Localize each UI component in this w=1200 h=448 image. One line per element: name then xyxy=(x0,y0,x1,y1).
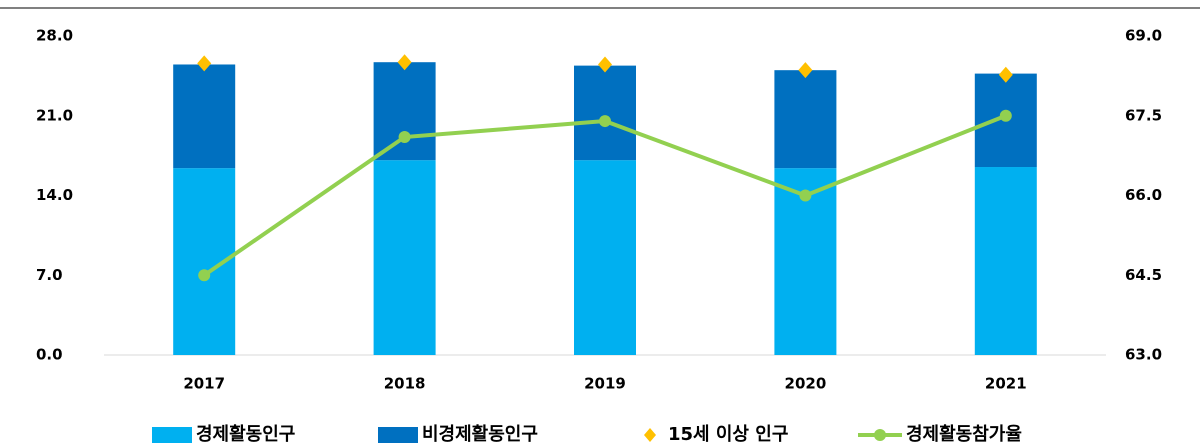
legend-swatch xyxy=(874,429,886,441)
bar xyxy=(574,160,636,355)
bar xyxy=(173,64,236,169)
y-tick-label: 14.0 xyxy=(36,186,73,204)
y2-tick-label: 66.0 xyxy=(1125,186,1162,204)
y2-tick-label: 67.5 xyxy=(1125,106,1162,124)
diamond xyxy=(598,56,612,73)
legend-label: 15세 이상 인구 xyxy=(668,424,788,445)
y2-tick-label: 69.0 xyxy=(1125,27,1162,45)
diamond xyxy=(998,66,1013,83)
bar xyxy=(574,65,636,161)
bar xyxy=(373,160,436,355)
x-tick-label: 2019 xyxy=(584,375,626,393)
y-tick-label: 0.0 xyxy=(36,346,63,364)
line-point xyxy=(799,189,812,202)
x-tick-label: 2020 xyxy=(785,375,827,393)
y2-tick-label: 64.5 xyxy=(1125,266,1162,284)
bar xyxy=(373,62,436,161)
bar xyxy=(774,70,837,169)
x-tick-label: 2021 xyxy=(985,375,1027,393)
legend-label: 경제활동참가율 xyxy=(906,424,1022,445)
diamond xyxy=(397,54,412,71)
y-tick-label: 28.0 xyxy=(36,27,73,45)
line-point xyxy=(599,115,611,128)
legend-swatch xyxy=(378,427,418,443)
bar xyxy=(974,167,1037,355)
line-point xyxy=(198,269,211,282)
y-tick-label: 7.0 xyxy=(36,266,63,284)
diamond xyxy=(798,62,813,79)
legend-label: 경제활동인구 xyxy=(196,424,295,445)
legend-swatch xyxy=(152,427,192,443)
y-tick-label: 21.0 xyxy=(36,106,73,124)
legend-swatch xyxy=(644,428,656,442)
line-point xyxy=(398,131,411,144)
diamond xyxy=(197,55,212,72)
y2-tick-label: 63.0 xyxy=(1125,346,1162,364)
legend-label: 비경제활동인구 xyxy=(422,424,538,445)
line-point xyxy=(999,109,1012,122)
x-tick-label: 2017 xyxy=(183,375,225,393)
x-tick-label: 2018 xyxy=(384,375,426,393)
